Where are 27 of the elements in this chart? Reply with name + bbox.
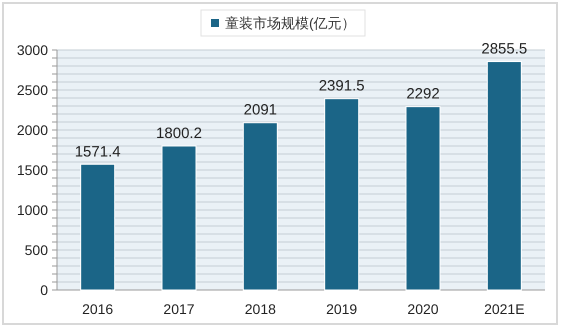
x-tick-label: 2019 — [326, 301, 358, 317]
bar — [324, 98, 360, 290]
x-tick-label: 2016 — [82, 301, 114, 317]
y-tick-label: 0 — [40, 282, 48, 298]
x-tick-label: 2017 — [163, 301, 195, 317]
y-tick-label: 1000 — [16, 202, 48, 218]
y-tick-label: 3000 — [16, 42, 48, 58]
bar — [162, 145, 196, 290]
data-label: 2292 — [406, 86, 440, 103]
legend: 童装市场规模(亿元） — [200, 10, 366, 36]
bar — [80, 164, 116, 290]
y-tick-label: 2500 — [16, 82, 48, 98]
data-label: 1800.2 — [156, 124, 202, 142]
data-label: 2091 — [244, 102, 278, 119]
x-tick-label: 2020 — [407, 301, 439, 317]
bar — [242, 122, 278, 290]
data-label: 2855.5 — [481, 40, 528, 58]
bar — [486, 61, 522, 290]
y-tick-label: 500 — [24, 242, 48, 258]
data-label: 2391.5 — [318, 78, 365, 95]
data-label: 1571.4 — [74, 143, 121, 160]
legend-label: 童装市场规模(亿元） — [225, 15, 356, 31]
x-tick-label: 2018 — [244, 301, 276, 317]
y-tick-label: 2000 — [16, 122, 48, 138]
bar — [406, 106, 440, 290]
y-tick-label: 1500 — [16, 162, 48, 178]
x-tick-label: 2021E — [484, 301, 525, 317]
